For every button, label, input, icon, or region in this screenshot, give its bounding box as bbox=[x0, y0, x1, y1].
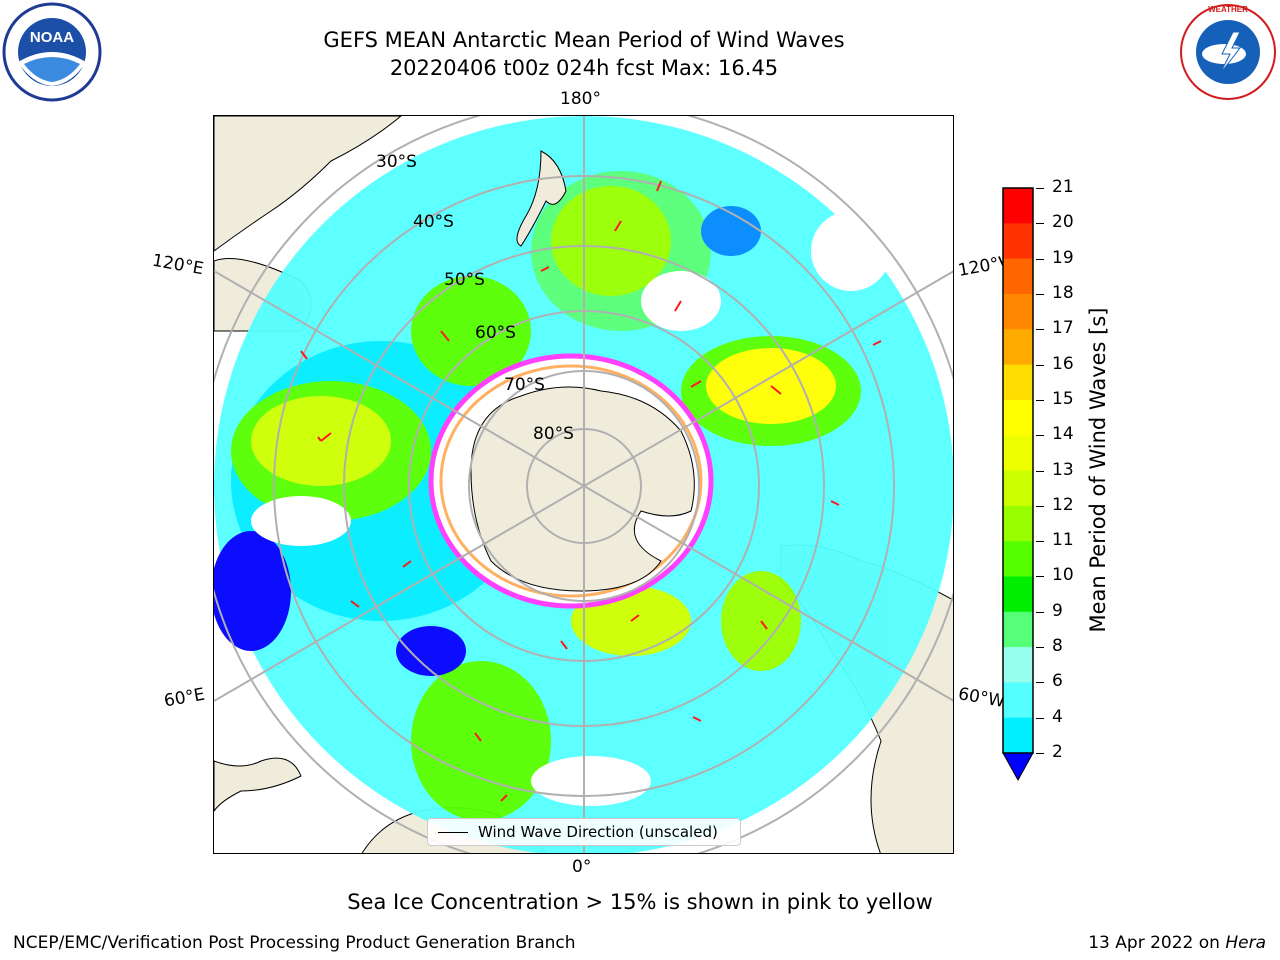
colorbar-tick-mark bbox=[1036, 682, 1044, 684]
colorbar-tick-label: 13 bbox=[1052, 459, 1074, 480]
wind-arrows bbox=[300, 180, 882, 802]
colorbar-tick-mark bbox=[1036, 223, 1044, 225]
colorbar-tick-mark bbox=[1036, 541, 1044, 543]
land-inside bbox=[516, 150, 567, 247]
colorbar-tick-mark bbox=[1036, 576, 1044, 578]
colorbar-tick-mark bbox=[1036, 399, 1044, 401]
colorbar-tick-label: 11 bbox=[1052, 530, 1074, 551]
lon-label-left-lower: 60°E bbox=[162, 684, 207, 712]
lat-label-60s: 60°S bbox=[475, 323, 516, 343]
legend-line-sample bbox=[438, 832, 468, 833]
colorbar-cell bbox=[1003, 329, 1033, 366]
lat-label-30s: 30°S bbox=[376, 152, 417, 172]
noaa-logo: NOAA bbox=[2, 2, 102, 102]
colorbar-cell bbox=[1003, 541, 1033, 577]
colorbar-tick-label: 20 bbox=[1052, 212, 1074, 233]
lat-label-80s: 80°S bbox=[533, 424, 574, 444]
colorbar-cell bbox=[1003, 364, 1033, 401]
colorbar-tick-label: 12 bbox=[1052, 494, 1074, 515]
antarctica bbox=[428, 353, 714, 609]
colorbar-cell bbox=[1003, 505, 1033, 542]
colorbar-tick-label: 19 bbox=[1052, 247, 1074, 268]
lon-label-left-upper: 120°E bbox=[150, 250, 206, 280]
colorbar-tick-label: 16 bbox=[1052, 353, 1074, 374]
colorbar-cell bbox=[1003, 682, 1033, 719]
colorbar-tick-mark bbox=[1036, 188, 1044, 189]
polar-map bbox=[213, 115, 954, 854]
lat-label-70s: 70°S bbox=[504, 375, 545, 395]
svg-text:WEATHER: WEATHER bbox=[1208, 5, 1248, 14]
colorbar-tick-mark bbox=[1036, 293, 1044, 295]
footer-producer: NCEP/EMC/Verification Post Processing Pr… bbox=[13, 933, 576, 953]
colorbar-cell bbox=[1003, 435, 1033, 471]
colorbar-cell bbox=[1003, 258, 1033, 295]
colorbar-tick-label: 6 bbox=[1052, 671, 1063, 692]
colorbar-cell bbox=[1003, 399, 1033, 436]
colorbar-tick-mark bbox=[1036, 470, 1044, 472]
lat-label-50s: 50°S bbox=[444, 270, 485, 290]
colorbar-tick-mark bbox=[1036, 717, 1044, 719]
colorbar-border bbox=[1002, 187, 1034, 754]
colorbar-cell bbox=[1003, 717, 1033, 754]
colorbar-tick-mark bbox=[1036, 753, 1044, 754]
graticule bbox=[214, 116, 953, 853]
footer-date-text: 13 Apr 2022 on bbox=[1088, 933, 1220, 953]
lon-label-right-lower: 60°W bbox=[956, 684, 1007, 712]
chart-title: GEFS MEAN Antarctic Mean Period of Wind … bbox=[323, 28, 845, 52]
colorbar-cell bbox=[1003, 576, 1033, 613]
colorbar-tick-label: 10 bbox=[1052, 565, 1074, 586]
colorbar-cell bbox=[1003, 611, 1033, 648]
lat-label-40s: 40°S bbox=[413, 212, 454, 232]
colorbar-label: Mean Period of Wind Waves [s] bbox=[1086, 307, 1110, 633]
colorbar-tick-mark bbox=[1036, 505, 1044, 507]
svg-text:NOAA: NOAA bbox=[30, 29, 74, 46]
colorbar-tick-label: 9 bbox=[1052, 600, 1063, 621]
colorbar-tick-mark bbox=[1036, 647, 1044, 649]
colorbar-tick-label: 8 bbox=[1052, 636, 1063, 657]
legend-label: Wind Wave Direction (unscaled) bbox=[478, 823, 718, 841]
footer-host: Hera bbox=[1225, 933, 1266, 953]
colorbar-tick-label: 15 bbox=[1052, 388, 1074, 409]
lon-label-top: 180° bbox=[560, 89, 601, 109]
colorbar bbox=[1002, 187, 1034, 782]
colorbar-cell bbox=[1003, 647, 1033, 683]
footer-date: 13 Apr 2022 on Hera bbox=[1088, 933, 1266, 953]
colorbar-extend-triangle bbox=[1002, 752, 1034, 782]
colorbar-cell bbox=[1003, 188, 1033, 224]
colorbar-tick-mark bbox=[1036, 329, 1044, 331]
colorbar-tick-mark bbox=[1036, 611, 1044, 613]
colorbar-cell bbox=[1003, 223, 1033, 260]
colorbar-cell bbox=[1003, 293, 1033, 330]
sea-ice-caption: Sea Ice Concentration > 15% is shown in … bbox=[347, 890, 933, 914]
colorbar-tick-mark bbox=[1036, 364, 1044, 366]
colorbar-cell bbox=[1003, 470, 1033, 507]
map-legend: Wind Wave Direction (unscaled) bbox=[427, 818, 741, 846]
colorbar-tick-mark bbox=[1036, 435, 1044, 437]
colorbar-tick-label: 18 bbox=[1052, 282, 1074, 303]
colorbar-tick-label: 2 bbox=[1052, 742, 1063, 762]
nws-logo: WEATHER bbox=[1178, 2, 1278, 102]
colorbar-tick-label: 14 bbox=[1052, 424, 1074, 445]
colorbar-tick-mark bbox=[1036, 258, 1044, 260]
chart-subtitle: 20220406 t00z 024h fcst Max: 16.45 bbox=[389, 56, 779, 80]
colorbar-tick-label: 4 bbox=[1052, 706, 1063, 727]
lon-label-bottom: 0° bbox=[572, 857, 592, 877]
colorbar-tick-label: 21 bbox=[1052, 177, 1074, 197]
colorbar-tick-label: 17 bbox=[1052, 318, 1074, 339]
